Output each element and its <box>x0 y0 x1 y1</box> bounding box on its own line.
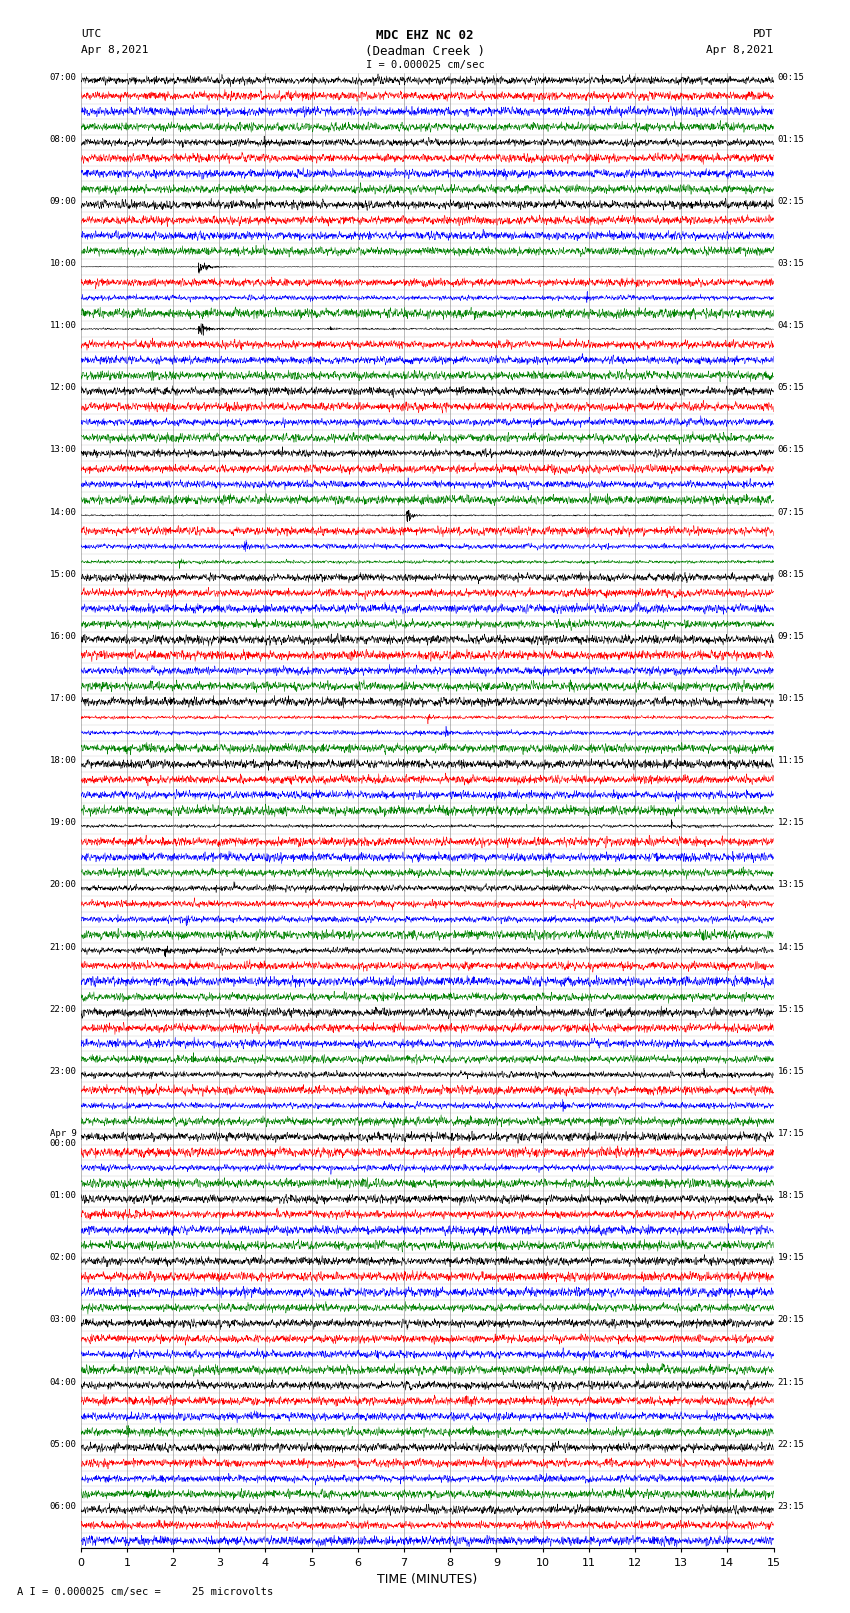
Text: 06:15: 06:15 <box>778 445 805 455</box>
Text: 11:15: 11:15 <box>778 756 805 765</box>
Text: I = 0.000025 cm/sec: I = 0.000025 cm/sec <box>366 60 484 69</box>
Text: 19:00: 19:00 <box>49 818 76 827</box>
Text: 12:15: 12:15 <box>778 818 805 827</box>
Text: 07:00: 07:00 <box>49 73 76 82</box>
Text: 17:15: 17:15 <box>778 1129 805 1139</box>
Text: 05:00: 05:00 <box>49 1440 76 1448</box>
Text: 23:00: 23:00 <box>49 1066 76 1076</box>
Text: 02:15: 02:15 <box>778 197 805 206</box>
Text: 22:15: 22:15 <box>778 1440 805 1448</box>
Text: 21:15: 21:15 <box>778 1378 805 1387</box>
Text: 01:15: 01:15 <box>778 135 805 144</box>
Text: 15:00: 15:00 <box>49 569 76 579</box>
Text: 14:00: 14:00 <box>49 508 76 516</box>
Text: 08:00: 08:00 <box>49 135 76 144</box>
Text: 01:00: 01:00 <box>49 1190 76 1200</box>
Text: 12:00: 12:00 <box>49 384 76 392</box>
Text: 03:15: 03:15 <box>778 260 805 268</box>
Text: 20:15: 20:15 <box>778 1316 805 1324</box>
Text: 04:00: 04:00 <box>49 1378 76 1387</box>
Text: 16:15: 16:15 <box>778 1066 805 1076</box>
Text: MDC EHZ NC 02: MDC EHZ NC 02 <box>377 29 473 42</box>
Text: 22:00: 22:00 <box>49 1005 76 1013</box>
Text: 00:15: 00:15 <box>778 73 805 82</box>
Text: 10:00: 10:00 <box>49 260 76 268</box>
Text: 07:15: 07:15 <box>778 508 805 516</box>
Text: 15:15: 15:15 <box>778 1005 805 1013</box>
Text: Apr 8,2021: Apr 8,2021 <box>81 45 148 55</box>
Text: 13:00: 13:00 <box>49 445 76 455</box>
X-axis label: TIME (MINUTES): TIME (MINUTES) <box>377 1573 477 1586</box>
Text: 05:15: 05:15 <box>778 384 805 392</box>
Text: 14:15: 14:15 <box>778 942 805 952</box>
Text: 20:00: 20:00 <box>49 881 76 889</box>
Text: UTC: UTC <box>81 29 101 39</box>
Text: 03:00: 03:00 <box>49 1316 76 1324</box>
Text: A I = 0.000025 cm/sec =     25 microvolts: A I = 0.000025 cm/sec = 25 microvolts <box>17 1587 273 1597</box>
Text: 17:00: 17:00 <box>49 694 76 703</box>
Text: 23:15: 23:15 <box>778 1502 805 1511</box>
Text: 13:15: 13:15 <box>778 881 805 889</box>
Text: 11:00: 11:00 <box>49 321 76 331</box>
Text: 09:15: 09:15 <box>778 632 805 640</box>
Text: 21:00: 21:00 <box>49 942 76 952</box>
Text: Apr 9
00:00: Apr 9 00:00 <box>49 1129 76 1148</box>
Text: 04:15: 04:15 <box>778 321 805 331</box>
Text: 19:15: 19:15 <box>778 1253 805 1263</box>
Text: Apr 8,2021: Apr 8,2021 <box>706 45 774 55</box>
Text: 16:00: 16:00 <box>49 632 76 640</box>
Text: 06:00: 06:00 <box>49 1502 76 1511</box>
Text: 09:00: 09:00 <box>49 197 76 206</box>
Text: PDT: PDT <box>753 29 774 39</box>
Text: 18:00: 18:00 <box>49 756 76 765</box>
Text: 10:15: 10:15 <box>778 694 805 703</box>
Text: (Deadman Creek ): (Deadman Creek ) <box>365 45 485 58</box>
Text: 08:15: 08:15 <box>778 569 805 579</box>
Text: 18:15: 18:15 <box>778 1190 805 1200</box>
Text: 02:00: 02:00 <box>49 1253 76 1263</box>
